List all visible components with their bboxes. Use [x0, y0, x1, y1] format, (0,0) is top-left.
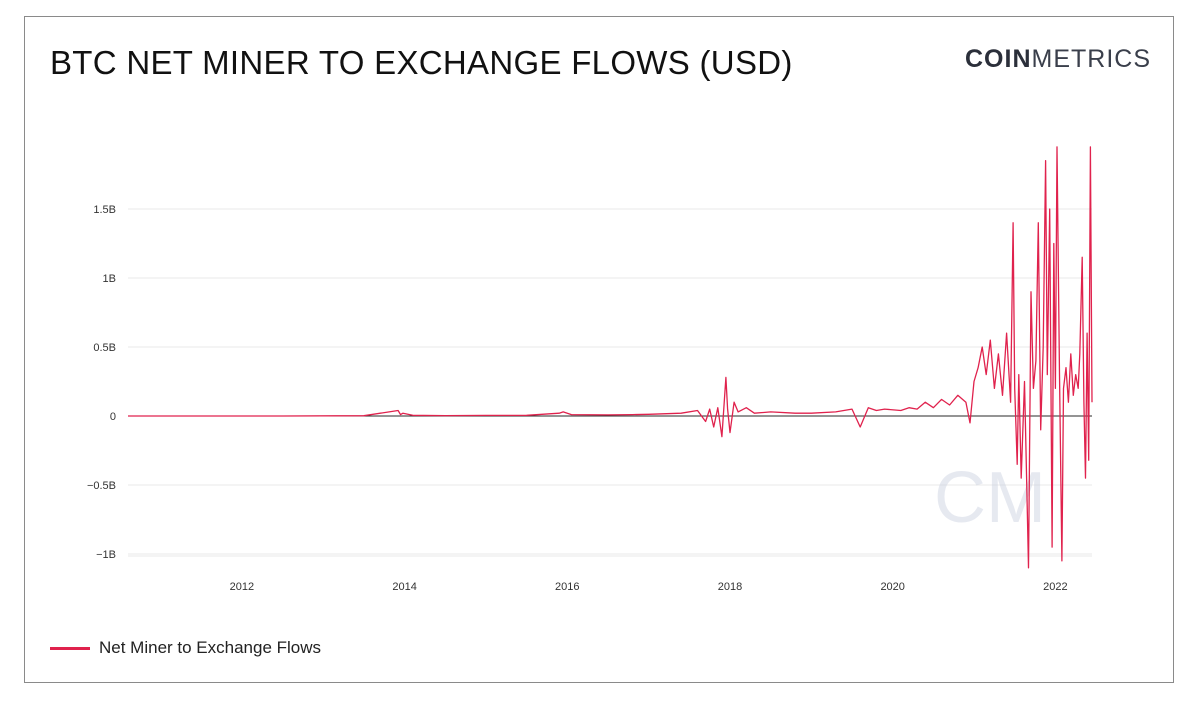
chart-title: BTC NET MINER TO EXCHANGE FLOWS (USD) [50, 44, 793, 81]
x-tick-label: 2022 [1043, 581, 1067, 593]
series-line-net-miner-flows [128, 146, 1093, 569]
x-tick-label: 2016 [555, 581, 579, 593]
x-tick-label: 2020 [880, 581, 904, 593]
y-tick-label: −0.5B [87, 480, 116, 492]
legend[interactable]: Net Miner to Exchange Flows [50, 638, 321, 658]
coinmetrics-logo: COINMETRICS [965, 45, 1151, 74]
x-tick-label: 2012 [230, 581, 254, 593]
y-tick-label: −1B [96, 549, 116, 561]
series-layer [128, 146, 1093, 569]
y-tick-label: 0.5B [93, 342, 116, 354]
logo-bold-text: COIN [965, 45, 1032, 73]
y-axis-ticks: 1.5B 1B 0.5B 0 −0.5B −1B [87, 204, 116, 561]
y-tick-label: 0 [110, 411, 116, 423]
logo-light-text: METRICS [1031, 45, 1151, 73]
x-axis-ticks: 2012 2014 2016 2018 2020 2022 [230, 581, 1068, 593]
x-tick-label: 2014 [392, 581, 416, 593]
x-tick-label: 2018 [718, 581, 742, 593]
y-tick-label: 1.5B [93, 204, 116, 216]
y-tick-label: 1B [103, 273, 116, 285]
legend-swatch [50, 646, 90, 650]
legend-label: Net Miner to Exchange Flows [99, 638, 322, 657]
